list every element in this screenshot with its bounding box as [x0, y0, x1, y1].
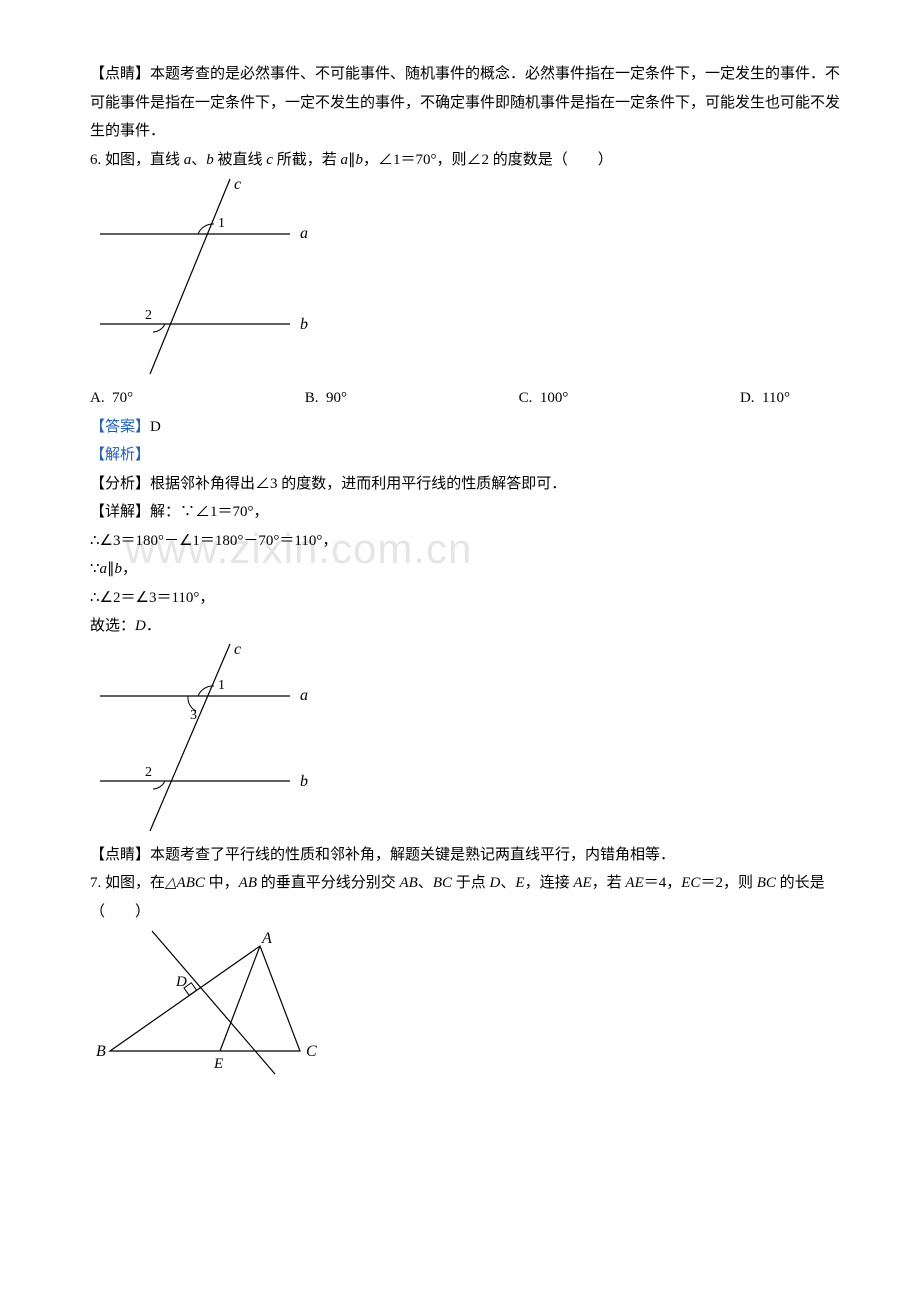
opt-label: A. [90, 390, 105, 406]
q6-options: A. 70° B. 90° C. 100° D. 110° [90, 384, 790, 413]
fig1-label-1: 1 [218, 216, 225, 231]
q5-dianjing: 【点睛】本题考查的是必然事件、不可能事件、随机事件的概念．必然事件指在一定条件下… [90, 60, 840, 146]
q6-figure-1: c a b 1 2 [90, 174, 320, 384]
q6-xiangjie-1: 【详解】解：∵∠1＝70°， [90, 498, 840, 527]
answer-label: 【答案】 [90, 419, 150, 435]
opt-label: B. [305, 390, 319, 406]
text: ∵∠1＝70°， [180, 504, 269, 520]
q7-stem: 7. 如图，在△ABC 中，AB 的垂直平分线分别交 AB、BC 于点 D、E，… [90, 869, 840, 926]
fig2-label-2: 2 [145, 765, 152, 780]
fig1-label-2: 2 [145, 308, 152, 323]
opt-text: 110° [762, 390, 790, 406]
opt-text: 70° [112, 390, 133, 406]
d: D [490, 875, 501, 891]
q6-dianjing: 【点睛】本题考查了平行线的性质和邻补角，解题关键是熟记两直线平行，内错角相等． [90, 841, 840, 870]
fig3-label-a: A [261, 930, 272, 947]
option-a: A. 70° [90, 384, 133, 413]
q7-figure: A B C D E [90, 926, 330, 1076]
text: ∵ [90, 561, 100, 577]
q6-xiangjie-3: ∵a∥b， [90, 555, 840, 584]
fig1-label-a: a [300, 225, 308, 242]
opt-label: C. [519, 390, 533, 406]
ab2: AB [400, 875, 418, 891]
var-a2: a [340, 152, 348, 168]
var-b: b [115, 561, 123, 577]
text: ，连接 [525, 875, 574, 891]
text: 故选： [90, 618, 135, 634]
fig2-label-c: c [234, 641, 241, 658]
par: ∥ [107, 561, 115, 577]
text: 6. 如图，直线 [90, 152, 184, 168]
fig2-label-b: b [300, 773, 308, 790]
option-d: D. 110° [740, 384, 790, 413]
var-c: c [266, 152, 273, 168]
q6-xiangjie-2: ∴∠3＝180°－∠1＝180°－70°＝110°， [90, 527, 840, 556]
ec: EC [681, 875, 700, 891]
ab: AB [239, 875, 257, 891]
tri: △ABC [165, 875, 205, 891]
ans-d: D [135, 618, 146, 634]
text: ，∠1＝70°，则∠2 的度数是（ ） [363, 152, 613, 168]
text: ． [146, 618, 161, 634]
e: E [515, 875, 524, 891]
q6-xiangjie-4: ∴∠2＝∠3＝110°， [90, 584, 840, 613]
option-c: C. 100° [519, 384, 569, 413]
text: 的垂直平分线分别交 [257, 875, 400, 891]
bc: BC [433, 875, 452, 891]
text: 、 [500, 875, 515, 891]
text: ＝2，则 [700, 875, 756, 891]
q6-fenxi: 【分析】根据邻补角得出∠3 的度数，进而利用平行线的性质解答即可． [90, 470, 840, 499]
option-b: B. 90° [305, 384, 347, 413]
ae: AE [573, 875, 591, 891]
opt-text: 100° [540, 390, 569, 406]
text: ＝4， [644, 875, 682, 891]
label: 【详解】解： [90, 504, 180, 520]
q6-xiangjie-5: 故选：D． [90, 612, 840, 641]
fig3-label-d: D [175, 974, 187, 990]
fig2-label-3: 3 [190, 708, 197, 723]
fig3-label-c: C [306, 1043, 317, 1060]
text: 、 [191, 152, 206, 168]
text: 于点 [452, 875, 490, 891]
fig2-label-a: a [300, 687, 308, 704]
text: 中， [205, 875, 239, 891]
text: ， [122, 561, 137, 577]
text: 、 [418, 875, 433, 891]
q6-jiexi: 【解析】 [90, 441, 840, 470]
var-b2: b [355, 152, 363, 168]
var-a: a [100, 561, 108, 577]
fig3-label-e: E [213, 1056, 223, 1072]
fig1-label-b: b [300, 316, 308, 333]
bc2: BC [757, 875, 776, 891]
q6-stem: 6. 如图，直线 a、b 被直线 c 所截，若 a∥b，∠1＝70°，则∠2 的… [90, 146, 840, 175]
text: ，若 [592, 875, 626, 891]
text: 被直线 [214, 152, 267, 168]
fig1-label-c: c [234, 176, 241, 193]
text: 7. 如图，在 [90, 875, 165, 891]
fig3-label-b: B [96, 1043, 106, 1060]
ae2: AE [625, 875, 643, 891]
var-b: b [206, 152, 214, 168]
fig2-label-1: 1 [218, 678, 225, 693]
answer-value: D [150, 419, 161, 435]
opt-label: D. [740, 390, 755, 406]
q6-figure-2: c a b 1 3 2 [90, 641, 320, 841]
q6-answer: 【答案】D [90, 413, 840, 442]
opt-text: 90° [326, 390, 347, 406]
text: 所截，若 [273, 152, 341, 168]
